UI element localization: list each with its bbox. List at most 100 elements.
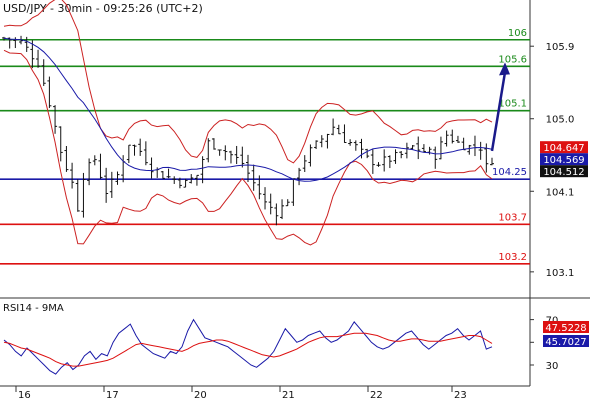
ohlc-bar xyxy=(98,153,103,179)
ohlc-bar xyxy=(280,199,285,220)
price-badge-bg-0 xyxy=(540,141,588,154)
ohlc-bar xyxy=(143,141,148,166)
level-label-4: 103.7 xyxy=(498,212,527,223)
ohlc-bar xyxy=(461,137,466,151)
ohlc-bar xyxy=(81,172,86,218)
ohlc-bar xyxy=(490,157,494,166)
price-tick-label-1: 105.0 xyxy=(546,115,575,126)
level-label-2: 105.1 xyxy=(498,99,527,110)
ohlc-bar xyxy=(217,149,222,156)
ohlc-bar xyxy=(223,145,228,161)
arrow-shaft xyxy=(490,72,507,152)
ohlc-bar xyxy=(87,158,92,186)
arrow-head xyxy=(499,62,510,76)
rsi-badge-bg-1 xyxy=(543,335,589,347)
ohlc-bar xyxy=(297,167,302,186)
bollinger-upper xyxy=(3,0,493,164)
level-label-1: 105.6 xyxy=(498,54,527,65)
ohlc-bar xyxy=(172,176,177,184)
ohlc-bar xyxy=(53,105,58,134)
date-tick-label-4: 22 xyxy=(370,390,383,400)
rsi-line-1 xyxy=(3,332,493,367)
date-tick-label-5: 23 xyxy=(454,390,467,400)
ohlc-bar xyxy=(302,155,307,172)
ohlc-bar xyxy=(70,162,75,189)
ohlc-bar xyxy=(109,171,114,198)
ohlc-bar xyxy=(331,118,336,136)
ohlc-bar xyxy=(467,144,472,155)
ohlc-bar xyxy=(285,199,290,207)
ohlc-bar xyxy=(246,154,250,183)
ohlc-bar xyxy=(421,144,426,153)
ohlc-bar xyxy=(30,40,35,69)
ohlc-bar xyxy=(160,171,165,179)
ohlc-bar xyxy=(342,124,347,143)
ohlc-bar xyxy=(41,59,46,86)
ohlc-bar xyxy=(206,138,211,163)
price-tick-label-3: 103.1 xyxy=(546,268,575,279)
ohlc-bar xyxy=(251,164,256,191)
date-x-axis: 16 17 20 21 22 23 xyxy=(15,386,467,401)
ohlc-bar xyxy=(438,136,443,160)
price-badge-label-0: 104.647 xyxy=(543,143,584,154)
ohlc-bar xyxy=(308,144,313,167)
ohlc-bar xyxy=(478,141,483,160)
ohlc-bar xyxy=(274,203,279,226)
ohlc-bar xyxy=(166,168,171,179)
rsi-panel-title: RSI14 - 9MA xyxy=(3,303,64,314)
level-label-5: 103.2 xyxy=(498,252,527,263)
date-tick-label-1: 17 xyxy=(106,390,119,400)
level-label-0: 106 xyxy=(508,28,527,39)
ohlc-bar xyxy=(115,171,120,185)
ohlc-bar xyxy=(314,140,319,150)
ohlc-bar xyxy=(365,148,370,159)
ohlc-bar xyxy=(194,174,199,186)
rsi-badge-label-0: 47.5228 xyxy=(545,323,586,334)
rsi-series xyxy=(3,318,493,375)
ohlc-bar xyxy=(455,135,460,143)
ohlc-bar xyxy=(64,145,69,172)
ohlc-bar xyxy=(268,193,273,215)
ohlc-bar xyxy=(376,162,381,167)
ohlc-bar xyxy=(410,145,415,150)
price-badge-label-2: 104.512 xyxy=(543,167,584,178)
ohlc-bar xyxy=(416,136,421,160)
ohlc-bar xyxy=(211,138,216,150)
moving-average xyxy=(3,37,493,182)
ohlc-bar xyxy=(92,155,97,166)
bollinger-lower xyxy=(3,49,493,246)
ohlc-bar xyxy=(353,140,358,151)
date-tick-label-2: 20 xyxy=(194,390,207,400)
ma-line xyxy=(3,37,493,182)
date-tick-label-0: 16 xyxy=(18,390,31,400)
bollinger-bands xyxy=(3,0,493,246)
rsi-badges: 47.5228 45.7027 xyxy=(543,321,589,348)
ohlc-bar xyxy=(24,36,29,52)
ohlc-bar xyxy=(399,151,404,159)
ohlc-bar xyxy=(177,177,182,189)
rsi-tick-label-2: 30 xyxy=(546,361,559,372)
ohlc-bar xyxy=(370,149,375,174)
rsi-badge-label-1: 45.7027 xyxy=(545,337,586,348)
rsi-badge-bg-0 xyxy=(543,321,589,333)
ohlc-bar xyxy=(228,150,233,164)
ohlc-bar xyxy=(189,174,194,184)
ohlc-bar xyxy=(75,179,80,212)
date-tick-label-3: 21 xyxy=(282,390,295,400)
ohlc-bar xyxy=(393,149,398,164)
ohlc-bar xyxy=(450,129,455,144)
price-badge-bg-2 xyxy=(540,165,588,178)
ohlc-bar xyxy=(240,146,245,168)
forecast-arrow xyxy=(490,62,510,152)
ohlc-bar xyxy=(138,138,143,156)
ohlc-bar xyxy=(36,49,41,68)
ohlc-bar xyxy=(132,144,137,156)
ohlc-bar xyxy=(47,76,52,109)
ohlc-bar xyxy=(104,167,109,203)
ohlc-bar xyxy=(183,178,188,188)
ohlc-bar xyxy=(404,142,409,159)
level-label-3: 104.25 xyxy=(492,167,527,178)
